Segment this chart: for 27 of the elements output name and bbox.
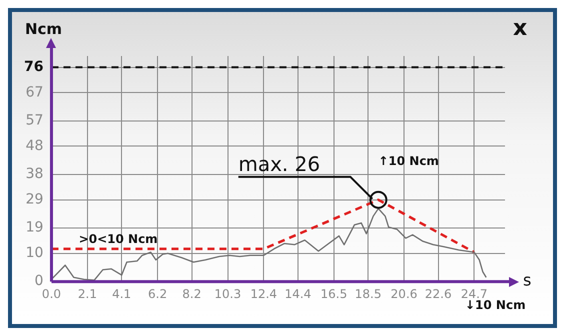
x-tick-label: 0.0 [42,286,62,301]
x-tick-label: 18.5 [354,286,382,301]
y-tick-label: 10 [26,245,44,262]
x-axis-title: s [523,270,532,290]
x-tick-label: 12.4 [250,286,278,301]
y-tick-label: 48 [26,138,44,154]
x-tick-label: 10.3 [214,286,242,301]
annotation: max. 26 [238,152,320,176]
x-tick-label: 8.2 [182,286,202,301]
x-tick-label: 6.2 [148,286,168,301]
x-tick-label: 14.4 [284,286,312,301]
x-tick-label: 2.1 [78,286,97,301]
x-tick-label: 22.6 [424,286,452,301]
y-tick-label: 0 [34,273,44,290]
y-tick-label: 76 [24,58,44,75]
y-tick-label: 57 [26,112,44,128]
annotation: >0<10 Ncm [78,232,158,246]
x-tick-label: 4.1 [112,286,132,301]
x-tick-label: 20.6 [390,286,418,301]
y-axis-title: Ncm [24,20,62,38]
y-tick-label: 29 [26,191,44,208]
y-tick-label: 38 [26,166,44,182]
y-tick-label: 67 [26,84,44,100]
y-tick-label: 19 [26,220,44,236]
text: x [513,16,528,42]
x-tick-label: 16.5 [320,286,348,301]
annotation: ↑10 Ncm [378,154,439,168]
